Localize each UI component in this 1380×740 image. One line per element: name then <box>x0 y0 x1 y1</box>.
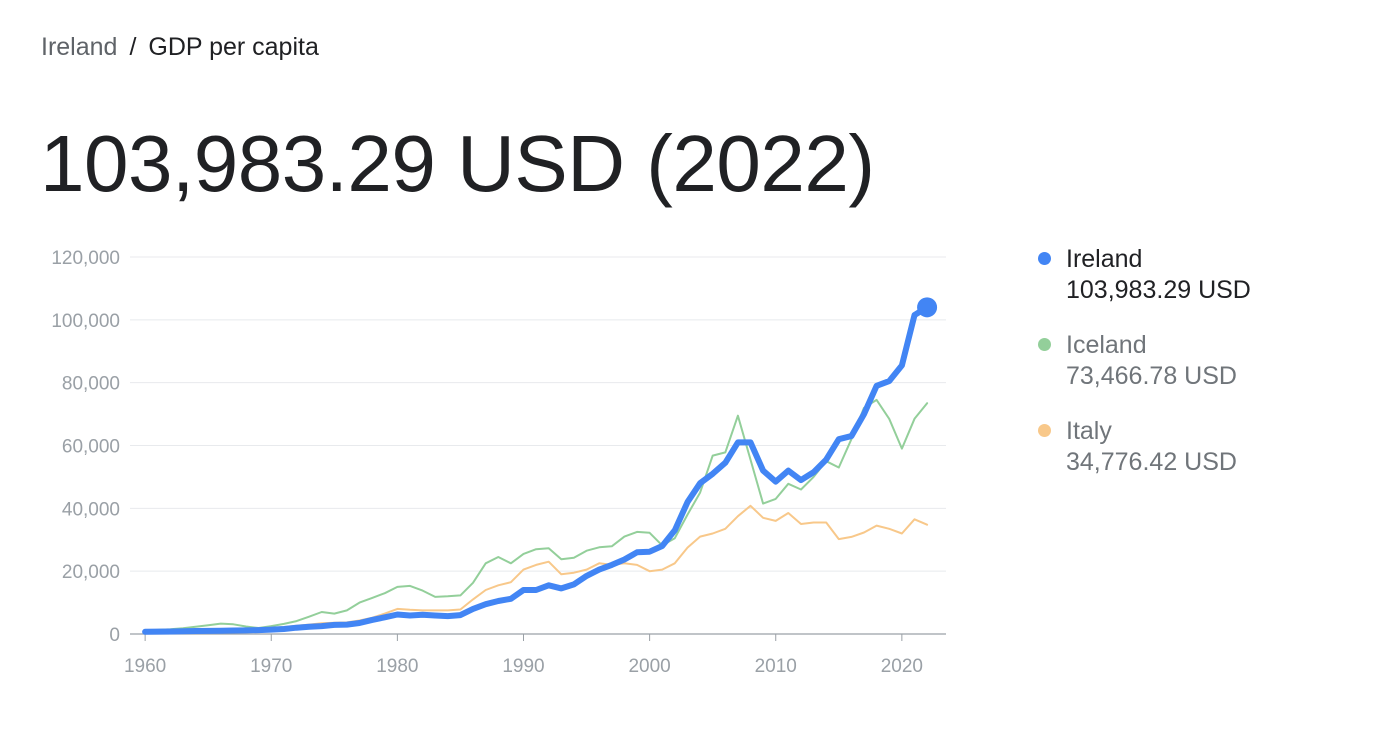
legend-item-ireland[interactable]: Ireland 103,983.29 USD <box>1038 244 1251 306</box>
y-tick-label: 0 <box>109 625 120 646</box>
series-endpoint-ireland <box>917 297 938 318</box>
legend-name-ireland: Ireland <box>1066 245 1143 273</box>
y-tick-label: 20,000 <box>62 562 120 583</box>
breadcrumb-metric: GDP per capita <box>148 33 319 61</box>
legend-dot-italy <box>1038 424 1051 437</box>
series-line-italy <box>144 504 929 633</box>
y-tick-label: 80,000 <box>62 374 120 395</box>
y-tick-label: 120,000 <box>51 248 120 269</box>
x-tick-label: 2010 <box>755 656 797 677</box>
legend-dot-ireland <box>1038 252 1051 265</box>
chart-legend: Ireland 103,983.29 USD Iceland 73,466.78… <box>1038 244 1251 502</box>
legend-dot-iceland <box>1038 338 1051 351</box>
x-tick-label: 1990 <box>502 656 544 677</box>
legend-item-iceland[interactable]: Iceland 73,466.78 USD <box>1038 330 1251 392</box>
gdp-line-chart[interactable]: 0 20,000 40,000 60,000 80,000 100,000 120,000 1… <box>0 0 1000 700</box>
legend-name-italy: Italy <box>1066 417 1112 445</box>
x-tick-label: 1970 <box>250 656 292 677</box>
legend-value-italy: 34,776.42 USD <box>1066 448 1237 476</box>
x-tick-label: 1960 <box>124 656 166 677</box>
legend-item-italy[interactable]: Italy 34,776.42 USD <box>1038 416 1251 478</box>
legend-name-iceland: Iceland <box>1066 331 1147 359</box>
y-tick-label: 100,000 <box>51 311 120 332</box>
breadcrumb-separator: / <box>129 33 137 61</box>
y-tick-label: 40,000 <box>62 499 120 520</box>
legend-value-iceland: 73,466.78 USD <box>1066 362 1237 390</box>
headline-value: 103,983.29 USD (2022) <box>40 119 875 208</box>
breadcrumb: Ireland / GDP per capita <box>41 32 319 62</box>
x-tick-label: 2020 <box>881 656 923 677</box>
breadcrumb-country-link[interactable]: Ireland <box>41 33 118 61</box>
x-tick-label: 2000 <box>628 656 670 677</box>
series-line-iceland <box>144 398 929 632</box>
legend-value-ireland: 103,983.29 USD <box>1066 276 1251 304</box>
series-line-ireland <box>142 304 931 635</box>
x-tick-label: 1980 <box>376 656 418 677</box>
y-tick-label: 60,000 <box>62 437 120 458</box>
